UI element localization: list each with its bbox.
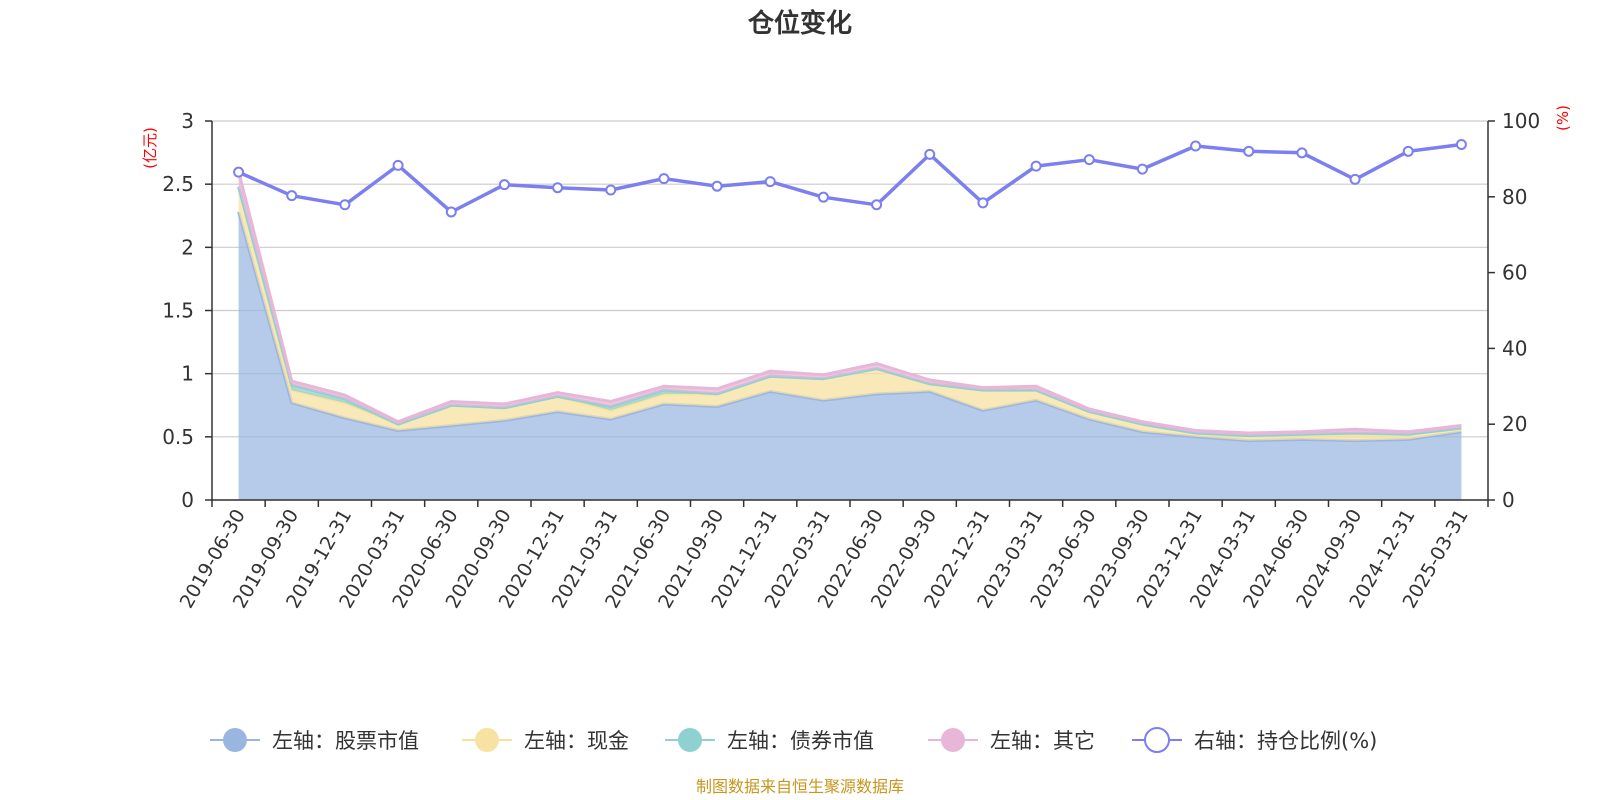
legend-label: 右轴：持仓比例(%) [1194, 729, 1377, 753]
ratio-point [764, 176, 776, 188]
ratio-point [445, 206, 457, 218]
right-tick-label: 0 [1502, 488, 1515, 512]
right-tick-label: 20 [1502, 412, 1527, 436]
legend-item-4[interactable]: 左轴：其它 [928, 728, 1095, 753]
left-axis-unit: (亿元) [141, 127, 159, 169]
ratio-point [1243, 145, 1255, 157]
ratio-point [552, 182, 564, 194]
ratio-point [1296, 147, 1308, 159]
left-tick-label: 3 [181, 109, 194, 133]
left-tick-label: 0.5 [162, 425, 194, 449]
legend-label: 左轴：股票市值 [272, 729, 419, 753]
left-tick-label: 0 [181, 488, 194, 512]
left-tick-label: 1 [181, 362, 194, 386]
ratio-point [817, 191, 829, 203]
legend-item-1[interactable]: 左轴：股票市值 [210, 728, 419, 753]
ratio-point [924, 148, 936, 160]
legend-item-5[interactable]: 右轴：持仓比例(%) [1132, 727, 1377, 753]
legend: 左轴：股票市值 左轴：现金 左轴：债券市值 左轴：其它 右轴：持仓比例(%) [210, 727, 1377, 753]
stacked-areas [237, 171, 1462, 500]
ratio-point [233, 166, 245, 178]
legend-marker [1144, 727, 1170, 753]
ratio-point [605, 184, 617, 196]
ratio-point [1455, 138, 1467, 150]
left-tick-label: 1.5 [162, 299, 194, 323]
legend-label: 左轴：其它 [990, 729, 1095, 753]
legend-label: 左轴：债券市值 [727, 729, 874, 753]
area-series-line-4 [237, 171, 1462, 435]
right-tick-label: 40 [1502, 336, 1527, 360]
area-series-2 [238, 186, 1462, 441]
left-tick-label: 2.5 [162, 172, 194, 196]
ratio-point [1349, 173, 1361, 185]
ratio-point [1402, 145, 1414, 157]
area-series-1 [238, 212, 1462, 500]
ratio-point [871, 199, 883, 211]
source-note: 制图数据来自恒生聚源数据库 [696, 777, 904, 796]
left-tick-label: 2 [181, 235, 194, 259]
ratio-point [1136, 163, 1148, 175]
right-tick-label: 80 [1502, 185, 1527, 209]
legend-label: 左轴：现金 [524, 729, 629, 753]
ratio-point [339, 199, 351, 211]
ratio-point [658, 173, 670, 185]
legend-item-3[interactable]: 左轴：债券市值 [665, 728, 874, 753]
ratio-point [286, 190, 298, 202]
legend-marker [678, 728, 702, 752]
ratio-point [1030, 160, 1042, 172]
ratio-point [711, 180, 723, 192]
right-axis-unit: (%) [1554, 105, 1572, 131]
right-tick-label: 100 [1502, 109, 1540, 133]
holding-ratio-series [233, 138, 1467, 218]
ratio-point [392, 159, 404, 171]
ratio-line [237, 142, 1462, 214]
legend-marker [223, 728, 247, 752]
legend-marker [941, 728, 965, 752]
legend-item-2[interactable]: 左轴：现金 [462, 728, 629, 753]
chart-title: 仓位变化 [747, 8, 852, 39]
ratio-point [498, 179, 510, 191]
ratio-point [1190, 140, 1202, 152]
ratio-point [977, 197, 989, 209]
ratio-point [1083, 154, 1095, 166]
legend-marker [475, 728, 499, 752]
right-tick-label: 60 [1502, 261, 1527, 285]
